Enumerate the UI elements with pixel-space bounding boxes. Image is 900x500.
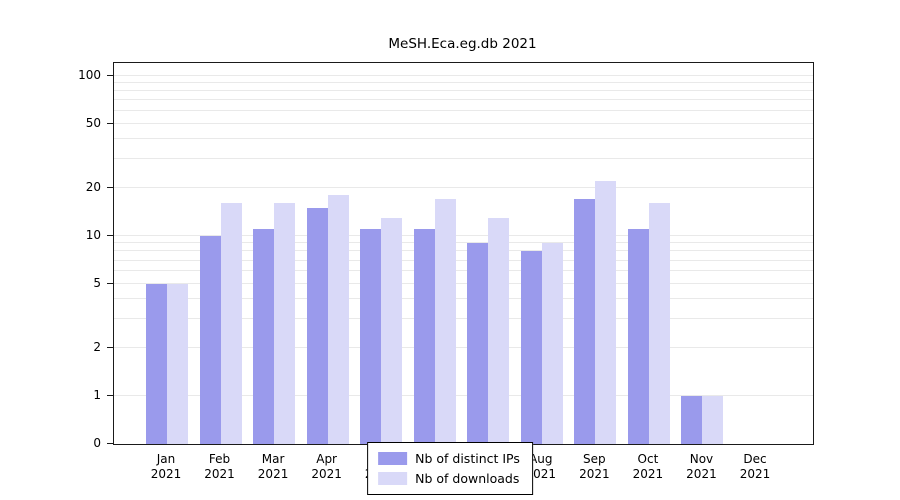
grid-line: [114, 186, 813, 188]
y-tick-label: 0: [93, 436, 101, 450]
grid-line: [114, 122, 813, 124]
y-tick-label: 50: [85, 115, 101, 130]
bar-distinct-ips: [467, 243, 489, 444]
y-tick-mark: [107, 122, 113, 124]
legend-swatch-distinct-ips: [378, 452, 408, 465]
legend-entry-downloads: Nb of downloads: [378, 471, 520, 486]
bar-distinct-ips: [681, 395, 703, 444]
bar-distinct-ips: [360, 229, 382, 444]
x-label: Nov 2021: [686, 452, 717, 481]
bar-downloads: [488, 217, 510, 444]
y-tick-label: 20: [85, 179, 101, 194]
y-tick-label: 1: [93, 387, 101, 402]
grid-line: [114, 99, 813, 101]
y-tick-mark: [107, 443, 113, 444]
grid-line: [114, 394, 813, 396]
x-label: Jan 2021: [150, 452, 182, 481]
legend-label-distinct-ips: Nb of distinct IPs: [415, 451, 520, 466]
y-tick-mark: [107, 74, 113, 76]
grid-line: [114, 318, 813, 320]
x-label: Dec 2021: [739, 452, 771, 481]
bar-downloads: [595, 180, 617, 444]
grid-line: [114, 90, 813, 92]
bar-downloads: [702, 395, 724, 444]
y-tick-mark: [107, 346, 113, 348]
y-tick-mark: [107, 282, 113, 284]
bar-downloads: [648, 203, 670, 444]
plot-area: [113, 62, 814, 445]
bar-downloads: [434, 198, 456, 444]
legend-entry-distinct-ips: Nb of distinct IPs: [378, 451, 520, 466]
bar-distinct-ips: [146, 283, 167, 444]
y-tick-mark: [107, 234, 113, 236]
bar-distinct-ips: [199, 235, 221, 444]
y-tick-label: 10: [85, 227, 101, 242]
legend: Nb of distinct IPs Nb of downloads: [367, 442, 533, 495]
legend-label-downloads: Nb of downloads: [415, 471, 520, 486]
y-tick-label: 2: [93, 339, 101, 354]
bar-downloads: [327, 194, 349, 444]
x-label: Aug 2021: [525, 452, 557, 481]
grid-line: [114, 158, 813, 160]
grid-line: [114, 74, 813, 76]
y-tick-label: 5: [93, 275, 101, 290]
bar-downloads: [220, 203, 242, 444]
grid-line: [114, 298, 813, 300]
grid-line: [114, 82, 813, 83]
grid-line: [114, 250, 813, 252]
bar-downloads: [381, 217, 403, 444]
bar-distinct-ips: [306, 207, 328, 444]
grid-line: [114, 138, 813, 140]
bar-distinct-ips: [413, 229, 435, 444]
bar-distinct-ips: [574, 198, 596, 444]
grid-line: [114, 110, 813, 112]
bar-distinct-ips: [520, 251, 542, 444]
x-label: Oct 2021: [632, 452, 664, 481]
x-label: Apr 2021: [311, 452, 342, 481]
grid-line: [114, 270, 813, 272]
grid-line: [114, 259, 813, 261]
x-label: Feb 2021: [204, 452, 235, 481]
grid-line: [114, 282, 813, 284]
y-tick-mark: [107, 186, 113, 188]
y-tick-label: 100: [78, 67, 101, 82]
bar-downloads: [274, 203, 296, 444]
bar-distinct-ips: [627, 229, 649, 444]
grid-line: [114, 242, 813, 244]
x-label: Sep 2021: [579, 452, 610, 481]
bar-distinct-ips: [253, 229, 275, 444]
bar-downloads: [167, 283, 188, 444]
y-tick-mark: [107, 394, 113, 396]
chart-title: MeSH.Eca.eg.db 2021: [388, 36, 537, 52]
grid-line: [114, 234, 813, 236]
x-label: Mar 2021: [257, 452, 289, 481]
bar-downloads: [541, 243, 563, 444]
legend-swatch-downloads: [378, 472, 408, 485]
grid-line: [114, 346, 813, 348]
